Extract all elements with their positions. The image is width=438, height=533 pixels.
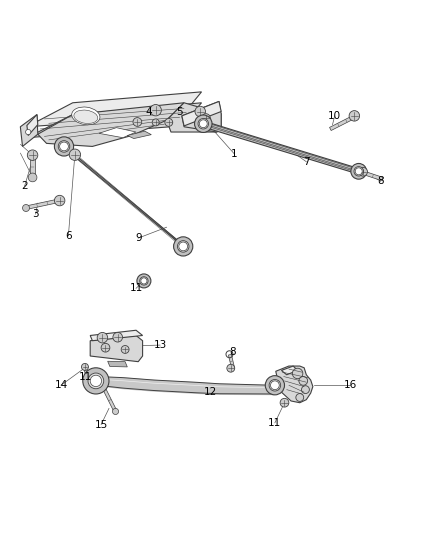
Polygon shape: [20, 115, 38, 147]
Polygon shape: [202, 120, 358, 174]
Ellipse shape: [296, 393, 304, 401]
Text: 5: 5: [177, 107, 183, 117]
Ellipse shape: [271, 381, 279, 390]
Ellipse shape: [54, 137, 74, 156]
Polygon shape: [60, 142, 186, 249]
Polygon shape: [182, 101, 221, 126]
Polygon shape: [27, 92, 201, 127]
Polygon shape: [90, 335, 143, 362]
Ellipse shape: [292, 368, 303, 379]
Polygon shape: [27, 103, 201, 138]
Ellipse shape: [97, 333, 108, 343]
Ellipse shape: [194, 115, 212, 133]
Text: 11: 11: [129, 284, 143, 293]
Ellipse shape: [74, 110, 98, 124]
Ellipse shape: [198, 118, 208, 129]
Ellipse shape: [140, 277, 148, 285]
Ellipse shape: [137, 274, 151, 288]
Polygon shape: [108, 361, 127, 367]
Ellipse shape: [72, 107, 100, 125]
Ellipse shape: [150, 104, 161, 116]
Ellipse shape: [299, 376, 307, 385]
Ellipse shape: [83, 368, 109, 394]
Ellipse shape: [173, 237, 193, 256]
Polygon shape: [27, 199, 58, 209]
Text: 4: 4: [146, 107, 152, 117]
Ellipse shape: [265, 376, 285, 395]
Ellipse shape: [165, 118, 173, 126]
Ellipse shape: [195, 106, 205, 117]
Ellipse shape: [22, 205, 29, 212]
Ellipse shape: [179, 242, 187, 251]
Ellipse shape: [27, 150, 38, 160]
Polygon shape: [127, 131, 151, 139]
Ellipse shape: [280, 398, 289, 407]
Polygon shape: [282, 366, 297, 375]
Polygon shape: [27, 125, 28, 138]
Ellipse shape: [54, 195, 65, 206]
Text: 3: 3: [32, 209, 39, 219]
Text: 14: 14: [54, 380, 67, 390]
Text: 1: 1: [231, 149, 237, 159]
Text: 7: 7: [303, 157, 310, 167]
Polygon shape: [329, 115, 355, 131]
Polygon shape: [27, 115, 38, 135]
Ellipse shape: [28, 173, 37, 182]
Polygon shape: [229, 354, 234, 368]
Polygon shape: [166, 103, 221, 132]
Ellipse shape: [201, 114, 210, 123]
Text: 10: 10: [328, 111, 341, 121]
Ellipse shape: [133, 118, 142, 126]
Ellipse shape: [121, 345, 129, 353]
Text: 12: 12: [204, 387, 217, 397]
Ellipse shape: [227, 364, 235, 372]
Ellipse shape: [349, 111, 360, 121]
Ellipse shape: [152, 119, 159, 126]
Polygon shape: [103, 389, 117, 411]
Ellipse shape: [88, 373, 104, 389]
Text: 9: 9: [135, 233, 141, 243]
Text: 8: 8: [229, 346, 235, 357]
Polygon shape: [30, 157, 35, 178]
Polygon shape: [38, 103, 184, 147]
Ellipse shape: [90, 375, 102, 386]
Text: 11: 11: [268, 418, 282, 428]
Text: 8: 8: [377, 176, 384, 187]
Ellipse shape: [69, 149, 81, 160]
Ellipse shape: [113, 333, 123, 342]
Ellipse shape: [177, 241, 189, 252]
Ellipse shape: [25, 130, 31, 135]
Ellipse shape: [199, 120, 207, 128]
Ellipse shape: [81, 364, 88, 370]
Polygon shape: [182, 101, 221, 132]
Text: 13: 13: [153, 340, 167, 350]
Text: 6: 6: [65, 231, 72, 241]
Polygon shape: [90, 330, 143, 341]
Ellipse shape: [58, 141, 70, 152]
Ellipse shape: [355, 168, 362, 175]
Ellipse shape: [269, 379, 281, 391]
Ellipse shape: [354, 167, 364, 176]
Ellipse shape: [141, 278, 147, 284]
Polygon shape: [99, 128, 136, 138]
Text: 2: 2: [21, 181, 28, 191]
Ellipse shape: [101, 343, 110, 352]
Ellipse shape: [60, 142, 68, 151]
Ellipse shape: [301, 386, 309, 393]
Polygon shape: [363, 171, 383, 181]
Ellipse shape: [113, 408, 119, 415]
Polygon shape: [84, 367, 89, 379]
Text: 15: 15: [95, 419, 108, 430]
Ellipse shape: [351, 164, 367, 179]
Text: 11: 11: [79, 372, 92, 382]
Text: 16: 16: [343, 380, 357, 390]
Polygon shape: [276, 366, 313, 403]
Ellipse shape: [359, 167, 367, 176]
